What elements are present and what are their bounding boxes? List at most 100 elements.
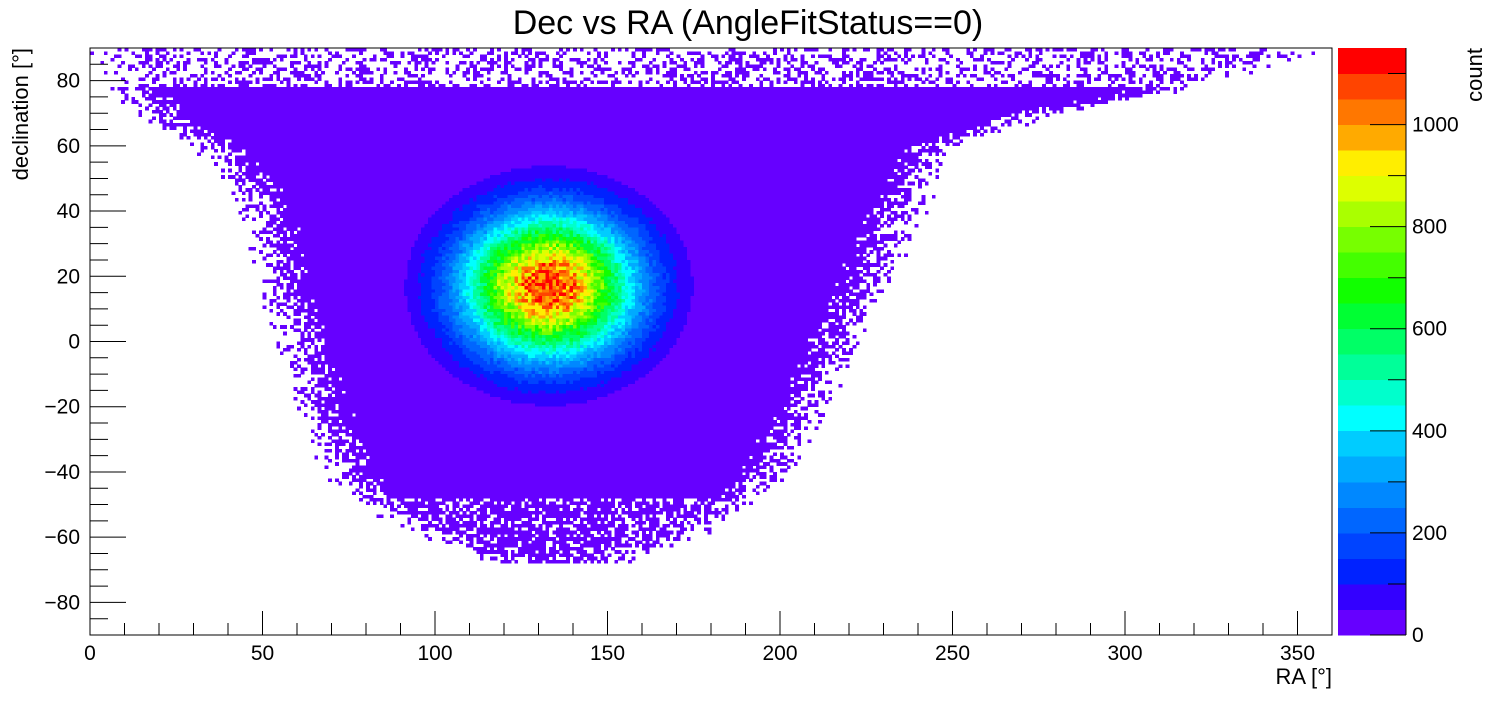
heatmap-cell (510, 51, 515, 55)
heatmap-cell (224, 129, 229, 134)
heatmap-cell (517, 87, 522, 91)
heatmap-cell (1059, 93, 1064, 98)
heatmap-cell (190, 103, 194, 108)
heatmap-cell (804, 77, 808, 81)
heatmap-cell (914, 113, 919, 117)
heatmap-cell (676, 109, 681, 114)
heatmap-cell (455, 109, 460, 114)
heatmap-cell (279, 90, 284, 95)
heatmap-cell (817, 103, 822, 108)
heatmap-cell (707, 119, 712, 124)
heatmap-cell (990, 51, 995, 55)
heatmap-cell (793, 106, 798, 111)
heatmap-cell (117, 64, 122, 68)
heatmap-cell (1004, 96, 1009, 101)
heatmap-cell (1056, 48, 1060, 52)
heatmap-cell (1149, 64, 1153, 68)
heatmap-cell (873, 126, 877, 130)
heatmap-cell (300, 93, 305, 98)
heatmap-cell (476, 109, 481, 114)
heatmap-cell (655, 93, 660, 98)
heatmap-cell (990, 126, 995, 130)
heatmap-cell (886, 106, 891, 111)
heatmap-cell (683, 103, 688, 108)
heatmap-cell (752, 67, 757, 72)
heatmap-cell (345, 57, 350, 62)
heatmap-cell (890, 109, 895, 114)
heatmap-cell (252, 51, 256, 55)
heatmap-cell (383, 93, 388, 98)
heatmap-cell (183, 100, 187, 104)
heatmap-cell (183, 90, 187, 95)
heatmap-cell (966, 87, 971, 91)
heatmap-cell (755, 126, 760, 130)
heatmap-cell (928, 67, 933, 72)
heatmap-cell (821, 93, 826, 98)
heatmap-cell (214, 54, 218, 59)
heatmap-cell (435, 109, 439, 114)
heatmap-cell (811, 64, 815, 68)
heatmap-cell (935, 87, 940, 91)
heatmap-cell (545, 129, 550, 134)
heatmap-cell (714, 90, 719, 95)
heatmap-cell (652, 109, 657, 114)
heatmap-cell (193, 87, 198, 91)
heatmap-cell (265, 103, 270, 108)
heatmap-cell (742, 109, 746, 114)
heatmap-cell (462, 70, 467, 75)
heatmap-cell (179, 48, 184, 52)
heatmap-cell (431, 116, 436, 121)
heatmap-cell (697, 116, 701, 121)
heatmap-cell (200, 119, 205, 124)
heatmap-cell (441, 106, 446, 111)
heatmap-cell (403, 126, 408, 130)
heatmap-cell (824, 126, 829, 130)
heatmap-cell (690, 126, 695, 130)
heatmap-cell (272, 96, 277, 101)
heatmap-cell (969, 93, 974, 98)
heatmap-cell (635, 106, 639, 111)
heatmap-cell (759, 83, 764, 88)
heatmap-cell (321, 123, 325, 127)
heatmap-cell (790, 77, 795, 81)
heatmap-cell (293, 67, 298, 72)
heatmap-cell (435, 123, 439, 127)
heatmap-cell (469, 123, 474, 127)
heatmap-cell (400, 119, 405, 124)
heatmap-cell (469, 106, 474, 111)
heatmap-cell (186, 90, 191, 95)
heatmap-cell (614, 116, 619, 121)
heatmap-cell (935, 113, 940, 117)
heatmap-cell (241, 93, 246, 98)
heatmap-cell (928, 93, 933, 98)
heatmap-cell (814, 126, 819, 130)
heatmap-cell (148, 57, 153, 62)
heatmap-cell (1111, 93, 1115, 98)
heatmap-cell (1007, 106, 1012, 111)
heatmap-cell (252, 119, 256, 124)
heatmap-cell (855, 93, 860, 98)
heatmap-cell (452, 87, 457, 91)
heatmap-cell (886, 77, 891, 81)
heatmap-cell (541, 93, 546, 98)
heatmap-cell (421, 103, 425, 108)
heatmap-cell (990, 61, 995, 65)
heatmap-cell (666, 119, 670, 124)
heatmap-cell (579, 70, 584, 75)
heatmap-cell (669, 96, 674, 101)
heatmap-cell (207, 119, 212, 124)
heatmap-cell (945, 87, 950, 91)
heatmap-cell (459, 129, 463, 134)
heatmap-cell (987, 123, 991, 127)
heatmap-cell (880, 96, 884, 101)
heatmap-cell (279, 109, 284, 114)
heatmap-cell (548, 77, 553, 81)
heatmap-cell (987, 100, 991, 104)
heatmap-cell (900, 119, 905, 124)
heatmap-cell (855, 126, 860, 130)
heatmap-cell (745, 116, 750, 121)
heatmap-cell (145, 57, 149, 62)
heatmap-cell (248, 126, 253, 130)
heatmap-cell (517, 80, 522, 85)
heatmap-cell (466, 106, 470, 111)
